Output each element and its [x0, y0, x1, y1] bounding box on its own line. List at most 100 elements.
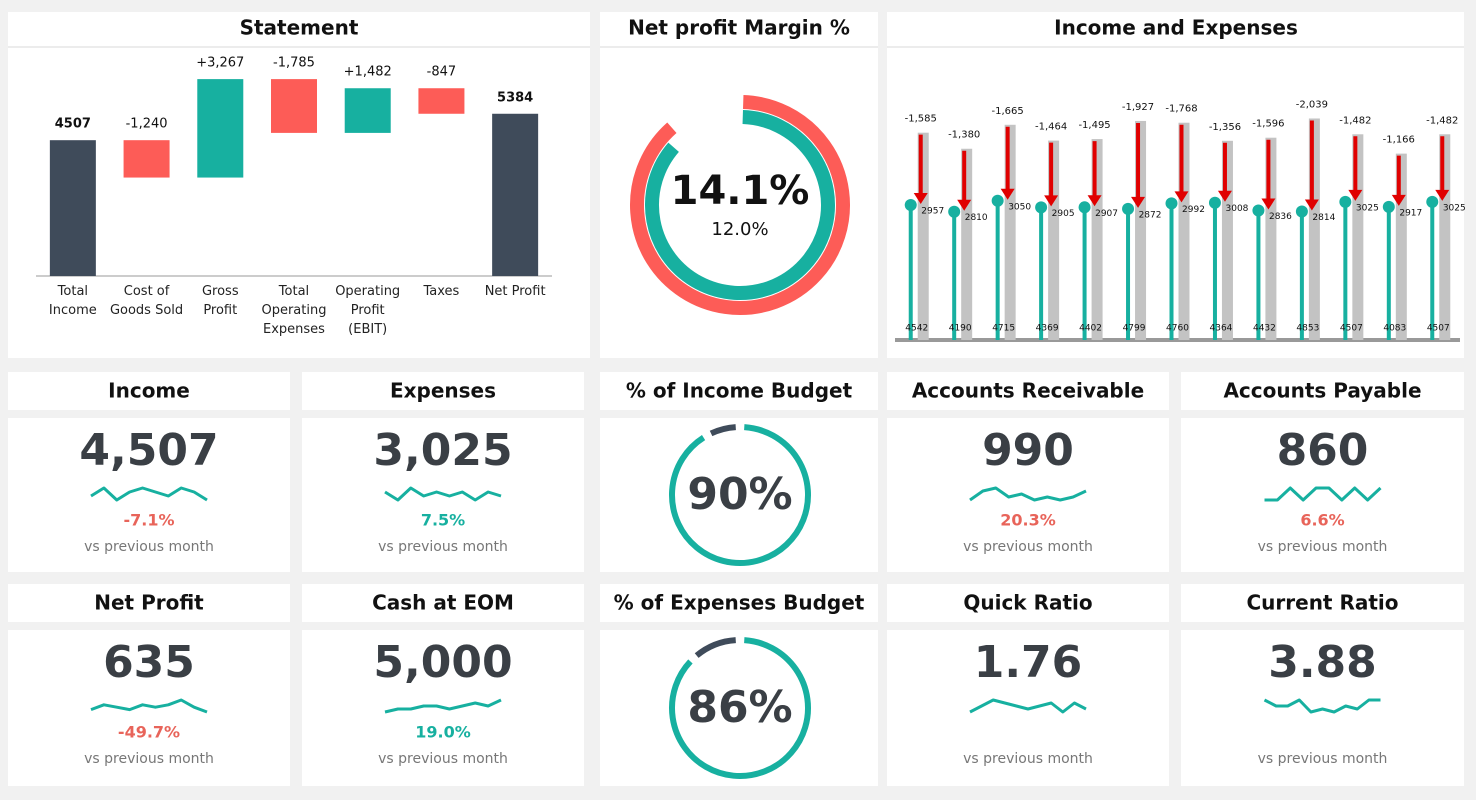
panel-title: Accounts Receivable: [912, 379, 1144, 403]
income-label: 4853: [1296, 324, 1319, 334]
income-bar: [1048, 140, 1060, 340]
data-label: -847: [427, 65, 457, 80]
panel: [1181, 584, 1464, 622]
expense-dot: [1122, 202, 1135, 215]
kpi-value: 860: [1277, 425, 1369, 476]
expense-dot: [1208, 196, 1221, 209]
kpi-caption: vs previous month: [1258, 751, 1388, 767]
x-tick-label: Operating Profit (EBIT): [335, 284, 401, 337]
income-label: 4507: [1427, 324, 1450, 334]
expense-dot: [1252, 204, 1265, 217]
income-label: 4083: [1383, 324, 1406, 334]
arrow-head: [1087, 195, 1102, 207]
expense-label: 2836: [1269, 212, 1292, 222]
kpi-value: 1.76: [974, 637, 1083, 688]
sparkline: [1263, 698, 1381, 714]
panel: [302, 584, 584, 622]
panel: [887, 418, 1169, 572]
expense-stem: [908, 205, 913, 340]
bar: [492, 113, 539, 276]
x-tick-label: Taxes: [423, 284, 460, 299]
panel-title: Net profit Margin %: [628, 16, 850, 40]
gauge-value: 86%: [687, 682, 792, 733]
panel-title: % of Expenses Budget: [614, 591, 865, 615]
gauge-arc: [669, 424, 811, 566]
income-bar: [1221, 140, 1233, 340]
gauge-remainder: [694, 637, 737, 658]
difference-label: -1,482: [1426, 115, 1458, 126]
expense-stem: [1169, 203, 1174, 340]
panel: [8, 418, 290, 572]
income-bar: [961, 148, 973, 340]
gauge-remainder: [709, 424, 737, 437]
panel-title: Quick Ratio: [963, 591, 1092, 615]
arrow-head: [1217, 190, 1232, 202]
expense-label: 2992: [1182, 205, 1205, 215]
kpi-change: 19.0%: [415, 723, 471, 742]
arrow-head: [913, 193, 928, 205]
expense-label: 3025: [1443, 203, 1466, 213]
income-label: 4364: [1210, 324, 1233, 334]
expense-dot: [1426, 195, 1439, 208]
panel-title: Current Ratio: [1246, 591, 1398, 615]
difference-label: -1,464: [1035, 122, 1067, 133]
expense-stem: [995, 200, 1000, 340]
difference-label: -1,495: [1078, 120, 1110, 131]
expense-label: 2810: [965, 213, 988, 223]
x-tick-label: Gross Profit: [201, 284, 239, 318]
panel: [600, 418, 878, 572]
expense-label: 2814: [1312, 213, 1335, 223]
arrow-head: [1391, 194, 1406, 206]
income-label: 4432: [1253, 324, 1276, 334]
arrow-head: [1261, 198, 1276, 210]
income-bar: [1352, 134, 1364, 340]
expense-label: 2957: [921, 207, 944, 217]
panel: [1181, 418, 1464, 572]
expense-dot: [991, 194, 1004, 207]
expense-dot: [1382, 200, 1395, 213]
sparkline: [969, 486, 1087, 502]
kpi-change: 7.5%: [421, 511, 465, 530]
expense-stem: [1126, 208, 1131, 340]
x-tick-label: Net Profit: [484, 284, 546, 299]
ring-arc: [645, 110, 835, 300]
data-label: +3,267: [196, 56, 244, 71]
expense-dot: [1295, 205, 1308, 218]
x-tick-label: Total Income: [48, 284, 97, 318]
kpi-caption: vs previous month: [84, 751, 214, 767]
income-bar: [1091, 139, 1103, 340]
bar: [197, 79, 244, 178]
difference-label: -2,039: [1296, 99, 1328, 110]
income-label: 4799: [1123, 324, 1146, 334]
data-label: +1,482: [344, 65, 392, 80]
kpi-caption: vs previous month: [1258, 539, 1388, 555]
bar: [49, 140, 96, 276]
income-label: 4715: [992, 324, 1015, 334]
expense-label: 2905: [1052, 209, 1075, 219]
expense-stem: [952, 211, 957, 340]
bar: [418, 88, 465, 114]
sparkline: [90, 698, 208, 714]
difference-label: -1,482: [1339, 115, 1371, 126]
difference-label: -1,166: [1383, 135, 1415, 146]
arrow-head: [1304, 199, 1319, 211]
kpi-caption: vs previous month: [84, 539, 214, 555]
panel-title: % of Income Budget: [626, 379, 853, 403]
panel: [302, 372, 584, 410]
difference-label: -1,927: [1122, 102, 1154, 113]
income-bar: [1004, 124, 1016, 340]
panel-title: Net Profit: [94, 591, 204, 615]
arrow-head: [1348, 189, 1363, 201]
income-label: 4369: [1036, 324, 1059, 334]
expense-dot: [948, 205, 961, 218]
arrow-head: [1000, 188, 1015, 200]
expense-dot: [1078, 201, 1091, 214]
kpi-value: 635: [103, 637, 195, 688]
expense-stem: [1386, 206, 1391, 340]
kpi-change: -49.7%: [118, 723, 180, 742]
expense-stem: [1343, 201, 1348, 340]
sparkline: [90, 486, 208, 502]
ring-previous: 12.0%: [711, 219, 768, 240]
income-bar: [1178, 122, 1190, 340]
